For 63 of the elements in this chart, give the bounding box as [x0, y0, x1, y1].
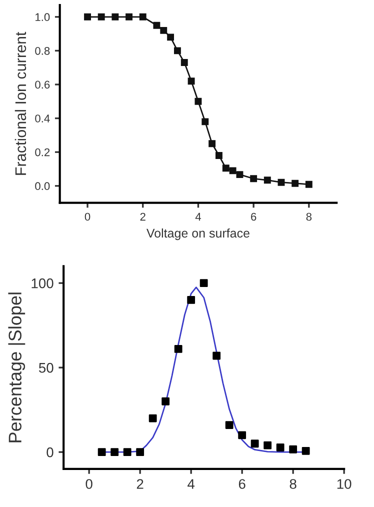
- point: [160, 26, 168, 34]
- x-tick-label: 2: [136, 479, 144, 489]
- y-tick-label: 0.4: [35, 114, 50, 122]
- point: [194, 98, 202, 105]
- x-tick-label: 10: [337, 479, 352, 489]
- point: [167, 34, 174, 41]
- point: [187, 296, 196, 304]
- point: [250, 440, 259, 448]
- point: [84, 13, 91, 20]
- point: [289, 445, 298, 454]
- point: [292, 180, 299, 187]
- y-axis-title: Percentage |Slopel: [8, 292, 26, 442]
- point: [264, 176, 271, 184]
- point: [305, 180, 312, 188]
- point: [212, 352, 221, 360]
- point: [136, 448, 144, 456]
- point: [153, 22, 160, 29]
- y-tick-label: 100: [32, 278, 54, 288]
- x-tick-label: 6: [251, 212, 256, 221]
- point: [225, 421, 234, 429]
- y-tick-label: 0.0: [35, 182, 50, 190]
- point: [278, 178, 285, 186]
- point: [236, 171, 244, 178]
- point: [174, 47, 181, 54]
- point: [98, 13, 105, 20]
- point: [302, 446, 310, 455]
- y-tick-label: 1.0: [36, 13, 50, 22]
- point: [216, 152, 222, 159]
- x-tick-label: 2: [140, 212, 146, 221]
- point: [200, 279, 208, 288]
- point: [188, 78, 195, 85]
- point: [264, 441, 272, 450]
- y-tick-label: 0.6: [35, 80, 50, 89]
- y-axis-title: Fractional Ion current: [14, 32, 26, 175]
- point: [110, 448, 119, 456]
- point: [229, 167, 236, 174]
- y-tick-label: 0.2: [35, 148, 50, 156]
- point: [202, 118, 209, 126]
- point: [222, 164, 230, 172]
- point: [148, 414, 157, 422]
- x-tick-label: 4: [195, 212, 201, 221]
- x-tick-label: 8: [290, 479, 296, 489]
- point: [162, 397, 170, 406]
- point: [98, 448, 106, 456]
- point: [139, 13, 146, 20]
- x-tick-label: 8: [306, 212, 312, 221]
- x-tick-label: 0: [86, 479, 92, 489]
- point: [126, 13, 133, 20]
- point: [123, 448, 132, 456]
- y-tick-label: 50: [38, 362, 54, 373]
- point: [250, 175, 258, 182]
- point: [208, 140, 216, 148]
- x-tick-label: 4: [188, 479, 195, 489]
- x-axis-title: Voltage on surface: [146, 228, 250, 240]
- x-tick-label: 6: [238, 479, 246, 489]
- point: [174, 345, 182, 353]
- y-tick-label: 0.8: [35, 46, 50, 55]
- point: [276, 444, 284, 452]
- point: [180, 59, 188, 66]
- x-tick-label: 0: [84, 212, 90, 221]
- y-tick-label: 0: [46, 447, 54, 458]
- point: [238, 431, 246, 440]
- point: [112, 13, 119, 20]
